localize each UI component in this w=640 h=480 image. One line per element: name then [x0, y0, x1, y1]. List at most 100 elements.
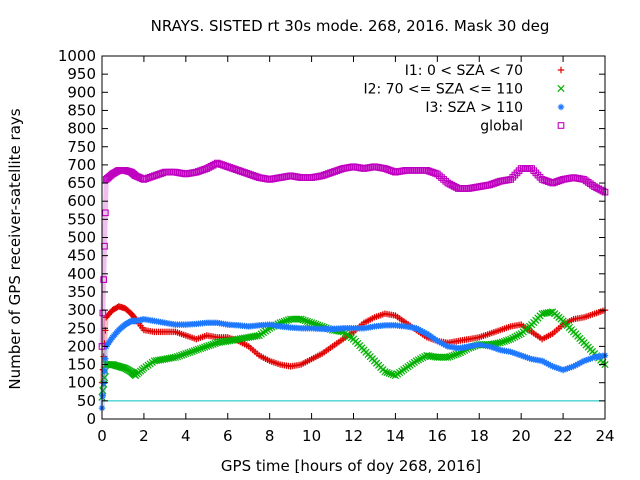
y-tick-label-5: 250 [67, 319, 96, 337]
series-3-point-75 [224, 163, 232, 171]
series-3-point-39 [148, 173, 156, 180]
series-3-point-31 [133, 173, 141, 180]
series-1-point-212 [511, 333, 519, 341]
series-3-point-212 [511, 171, 519, 179]
series-2-point-218 [524, 354, 531, 361]
series-2-point-4 [102, 355, 109, 362]
series-1-point-113 [303, 317, 312, 325]
series-2-point-230 [549, 363, 556, 370]
y-tick-label-6: 300 [67, 301, 96, 319]
series-1-point-209 [504, 336, 513, 344]
series-2-point-249 [589, 354, 596, 362]
series-3-point-152 [385, 166, 393, 174]
y-tick-label-15: 750 [67, 138, 96, 156]
series-1-point-89 [253, 332, 261, 340]
chart-title: NRAYS. SISTED rt 30s mode. 268, 2016. Ma… [151, 17, 550, 35]
legend-label-0: I1: 0 < SZA < 70 [405, 63, 523, 79]
series-2-point-166 [415, 326, 422, 333]
series-1-point-152 [385, 369, 393, 377]
series-3-point-220 [528, 165, 535, 172]
series-3-point-80 [234, 166, 242, 174]
series-3-point-84 [243, 169, 250, 177]
series-1-point-66 [205, 342, 213, 350]
series-2-point-210 [507, 348, 514, 356]
series-2-point-237 [564, 365, 571, 372]
y-axis-label: Number of GPS receiver-satellite rays [6, 108, 24, 389]
series-2-point-244 [578, 358, 586, 366]
series-1-point-211 [509, 334, 517, 342]
series-2-point-233 [555, 365, 563, 372]
series-1-point-204 [494, 339, 502, 347]
series-3-point-175 [433, 170, 441, 178]
series-2-point-204 [494, 346, 502, 353]
series-3-point-178 [440, 176, 447, 183]
series-2-point-235 [559, 366, 567, 374]
series-3-point-78 [230, 165, 238, 173]
series-3-point-36 [142, 175, 150, 183]
x-axis-label: GPS time [hours of doy 268, 2016] [221, 457, 481, 475]
legend: I1: 0 < SZA < 70 I2: 70 <= SZA <= 110 I3: … [363, 63, 565, 135]
legend-marker-1 [557, 84, 565, 93]
series-3-point-67 [207, 163, 215, 170]
series-1-point-213 [513, 332, 521, 340]
series-3-point-124 [327, 169, 334, 177]
series-2-point-245 [580, 357, 588, 365]
y-tick-label-11: 550 [67, 210, 96, 228]
series-2-point-217 [522, 353, 529, 361]
series-1-point-56 [184, 349, 192, 357]
x-tick-label-2: 4 [181, 427, 191, 445]
series-1-point-110 [297, 315, 305, 323]
series-3-point-74 [222, 162, 230, 170]
x-tick-label-1: 2 [139, 427, 149, 445]
series-3-point-60 [192, 168, 200, 176]
series-3-point-2 [100, 276, 108, 283]
series-3-point-66 [205, 164, 213, 171]
series-3-point-35 [140, 176, 148, 183]
series-2-point-175 [434, 337, 441, 345]
x-tick-label-4: 8 [265, 427, 275, 445]
series-2 [98, 315, 609, 412]
series-3-point-226 [540, 176, 548, 184]
series-3-point-87 [249, 172, 257, 179]
series-3-point-32 [135, 173, 143, 181]
x-tick-label-0: 0 [97, 427, 107, 445]
series-3-point-154 [389, 168, 397, 175]
series-3-point-123 [324, 170, 332, 177]
series-1-point-52 [175, 352, 184, 360]
series-1-point-67 [207, 341, 215, 349]
legend-label-1: I2: 70 <= SZA <= 110 [363, 82, 523, 98]
y-tick-label-19: 950 [67, 65, 96, 83]
y-tick-label-12: 600 [67, 192, 96, 210]
series-3-point-68 [209, 161, 217, 169]
series-2-point-179 [442, 342, 449, 349]
series-2-point-178 [440, 341, 447, 348]
series-1-point-50 [171, 353, 179, 361]
x-tick-label-6: 12 [344, 427, 363, 445]
series-3-point-43 [157, 170, 165, 177]
series-3-point-232 [553, 178, 561, 185]
series-3-point-211 [509, 173, 517, 181]
legend-label-2: I3: SZA > 110 [425, 100, 523, 116]
series-3-point-125 [329, 168, 336, 176]
series-1-point-166 [414, 356, 423, 364]
series-3-point-210 [507, 176, 515, 183]
series-3-point-79 [232, 166, 240, 173]
series-2-point-231 [551, 363, 558, 371]
series-3-point-4 [102, 209, 109, 217]
series-1-point-103 [282, 317, 291, 325]
series-3-point-171 [425, 167, 433, 175]
series-2-point-176 [436, 338, 443, 346]
series-1-point-205 [496, 339, 504, 347]
series-3-point-70 [213, 159, 221, 167]
series-3-point-128 [335, 166, 343, 174]
y-tick-label-20: 1000 [58, 47, 96, 65]
series-1-point-180 [444, 353, 452, 361]
y-tick-label-8: 400 [67, 265, 96, 283]
series-3-point-77 [228, 164, 236, 172]
series-1-point-57 [186, 348, 194, 356]
series-3-point-229 [547, 178, 554, 186]
series-3-point-129 [337, 165, 345, 173]
series-1-point-51 [173, 352, 182, 361]
y-tick-label-7: 350 [67, 283, 96, 301]
